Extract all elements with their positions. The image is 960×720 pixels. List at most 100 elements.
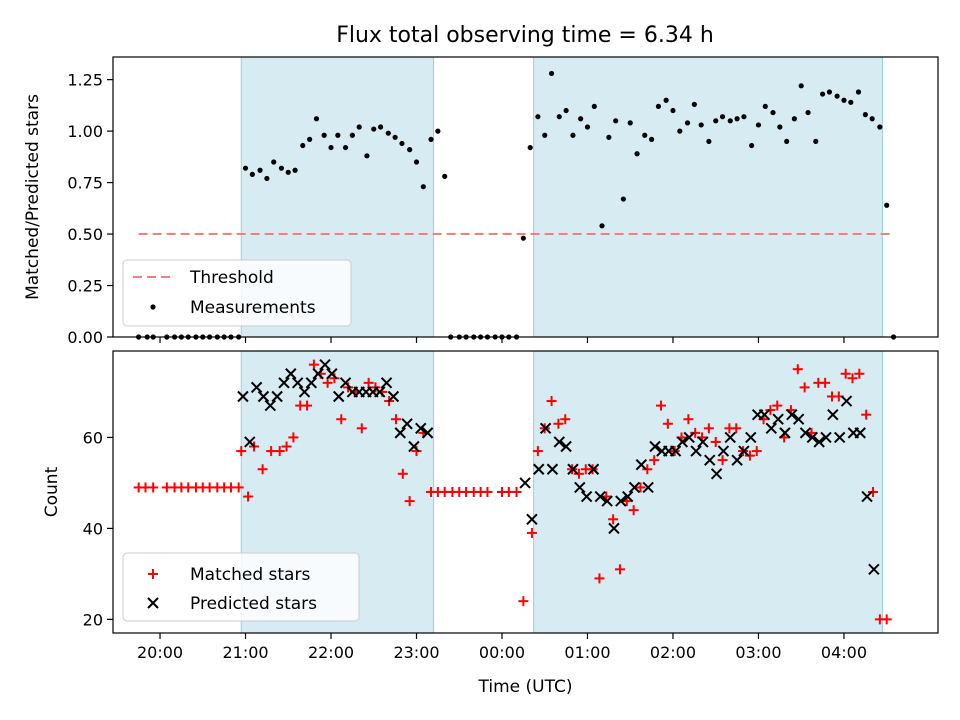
- x-b: [285, 368, 297, 380]
- legend-predicted-swatch-b: [147, 597, 159, 609]
- measurement-point: [713, 118, 719, 124]
- predicted-star-point: [244, 436, 256, 448]
- measurement-point: [784, 138, 790, 145]
- x-b: [806, 431, 819, 444]
- measurement-point: [542, 132, 548, 138]
- measurement-point: [435, 128, 441, 134]
- predicted-star-point: [533, 463, 545, 475]
- measurement-point: [770, 109, 776, 116]
- x-axis-label: Time (UTC): [478, 677, 573, 697]
- x-b: [271, 390, 283, 403]
- matched-star-point: [854, 368, 865, 379]
- measurement-point: [627, 120, 633, 126]
- measurement-point: [285, 169, 291, 175]
- legend-threshold-label: Threshold: [189, 268, 274, 288]
- predicted-star-point: [649, 440, 661, 453]
- matched-star-point: [363, 377, 374, 388]
- predicted-star-point: [387, 390, 400, 403]
- measurement-point: [278, 165, 285, 171]
- matched-star-point: [703, 423, 714, 434]
- matched-star-point: [751, 446, 762, 457]
- predicted-star-point: [526, 513, 538, 525]
- predicted-star-point: [580, 490, 593, 503]
- top-y-tick-label: 0.00: [67, 328, 103, 347]
- matched-star-point: [532, 446, 543, 457]
- predicted-star-point: [820, 431, 832, 444]
- measurement-point: [691, 101, 697, 107]
- predicted-star-point: [519, 477, 531, 489]
- x-b: [387, 390, 400, 403]
- predicted-star-point: [278, 377, 290, 389]
- measurement-point: [584, 124, 591, 130]
- measurement-point: [264, 175, 270, 182]
- measurement-point: [527, 144, 533, 151]
- x-tick-label: 04:00: [821, 643, 867, 662]
- predicted-star-point: [738, 445, 750, 457]
- predicted-star-point: [704, 454, 716, 466]
- matched-star-point: [553, 418, 564, 429]
- measurement-point: [257, 167, 263, 173]
- measurement-point: [848, 99, 854, 105]
- measurement-point: [392, 134, 398, 140]
- matched-star-point: [649, 455, 660, 466]
- predicted-star-point: [628, 481, 641, 494]
- matched-star-point: [847, 373, 858, 384]
- measurement-point: [613, 118, 619, 124]
- matched-star-point: [336, 414, 347, 425]
- predicted-star-point: [587, 463, 600, 475]
- predicted-star-point: [326, 368, 338, 380]
- matched-star-point: [546, 396, 557, 407]
- predicted-star-point: [574, 481, 586, 494]
- measurement-point: [548, 70, 555, 77]
- top-y-tick-label: 0.50: [67, 225, 103, 244]
- bottom-y-axis: 20 40 60: [83, 428, 113, 629]
- measurement-point: [535, 114, 541, 120]
- x-b: [854, 427, 866, 439]
- x-b: [745, 431, 757, 444]
- x-b: [669, 445, 682, 457]
- predicted-star-point: [380, 377, 393, 389]
- matched-star-point: [288, 432, 299, 443]
- matched-star-point: [233, 482, 244, 493]
- x-b: [374, 386, 386, 398]
- matched-star-point: [308, 359, 319, 370]
- x-b: [758, 408, 771, 421]
- predicted-star-point: [724, 431, 736, 444]
- measurement-point: [413, 159, 420, 165]
- x-b: [615, 495, 627, 507]
- matched-star-point: [765, 405, 776, 416]
- predicted-star-point: [833, 431, 846, 444]
- measurement-point: [313, 116, 320, 122]
- measurement-point: [791, 116, 797, 122]
- x-b: [401, 418, 413, 430]
- predicted-star-point: [779, 427, 791, 439]
- measurement-point: [591, 103, 597, 110]
- measurement-point: [706, 138, 712, 145]
- measurement-point: [841, 97, 847, 103]
- x-b: [635, 459, 648, 471]
- x-b: [697, 436, 709, 448]
- matched-star-point: [397, 468, 408, 479]
- x-b: [765, 422, 777, 435]
- measurement-point: [556, 114, 562, 120]
- matched-star-point: [560, 414, 571, 425]
- x-b: [291, 377, 304, 389]
- measurement-point: [663, 97, 669, 103]
- measurement-point: [741, 114, 747, 120]
- measurement-point: [826, 89, 833, 95]
- predicted-star-point: [861, 490, 873, 503]
- predicted-star-point: [813, 436, 825, 448]
- x-b: [237, 390, 249, 403]
- x-b: [594, 490, 607, 503]
- predicted-star-point: [319, 358, 331, 371]
- measurement-point: [328, 144, 334, 151]
- predicted-star-point: [676, 436, 689, 448]
- x-b: [792, 413, 805, 425]
- x-b: [738, 445, 750, 457]
- bottom-legend: Matched stars Predicted stars: [122, 552, 360, 622]
- measurement-point: [684, 120, 691, 126]
- x-b: [298, 386, 311, 398]
- matched-star-point: [390, 414, 401, 425]
- x-b: [731, 454, 743, 466]
